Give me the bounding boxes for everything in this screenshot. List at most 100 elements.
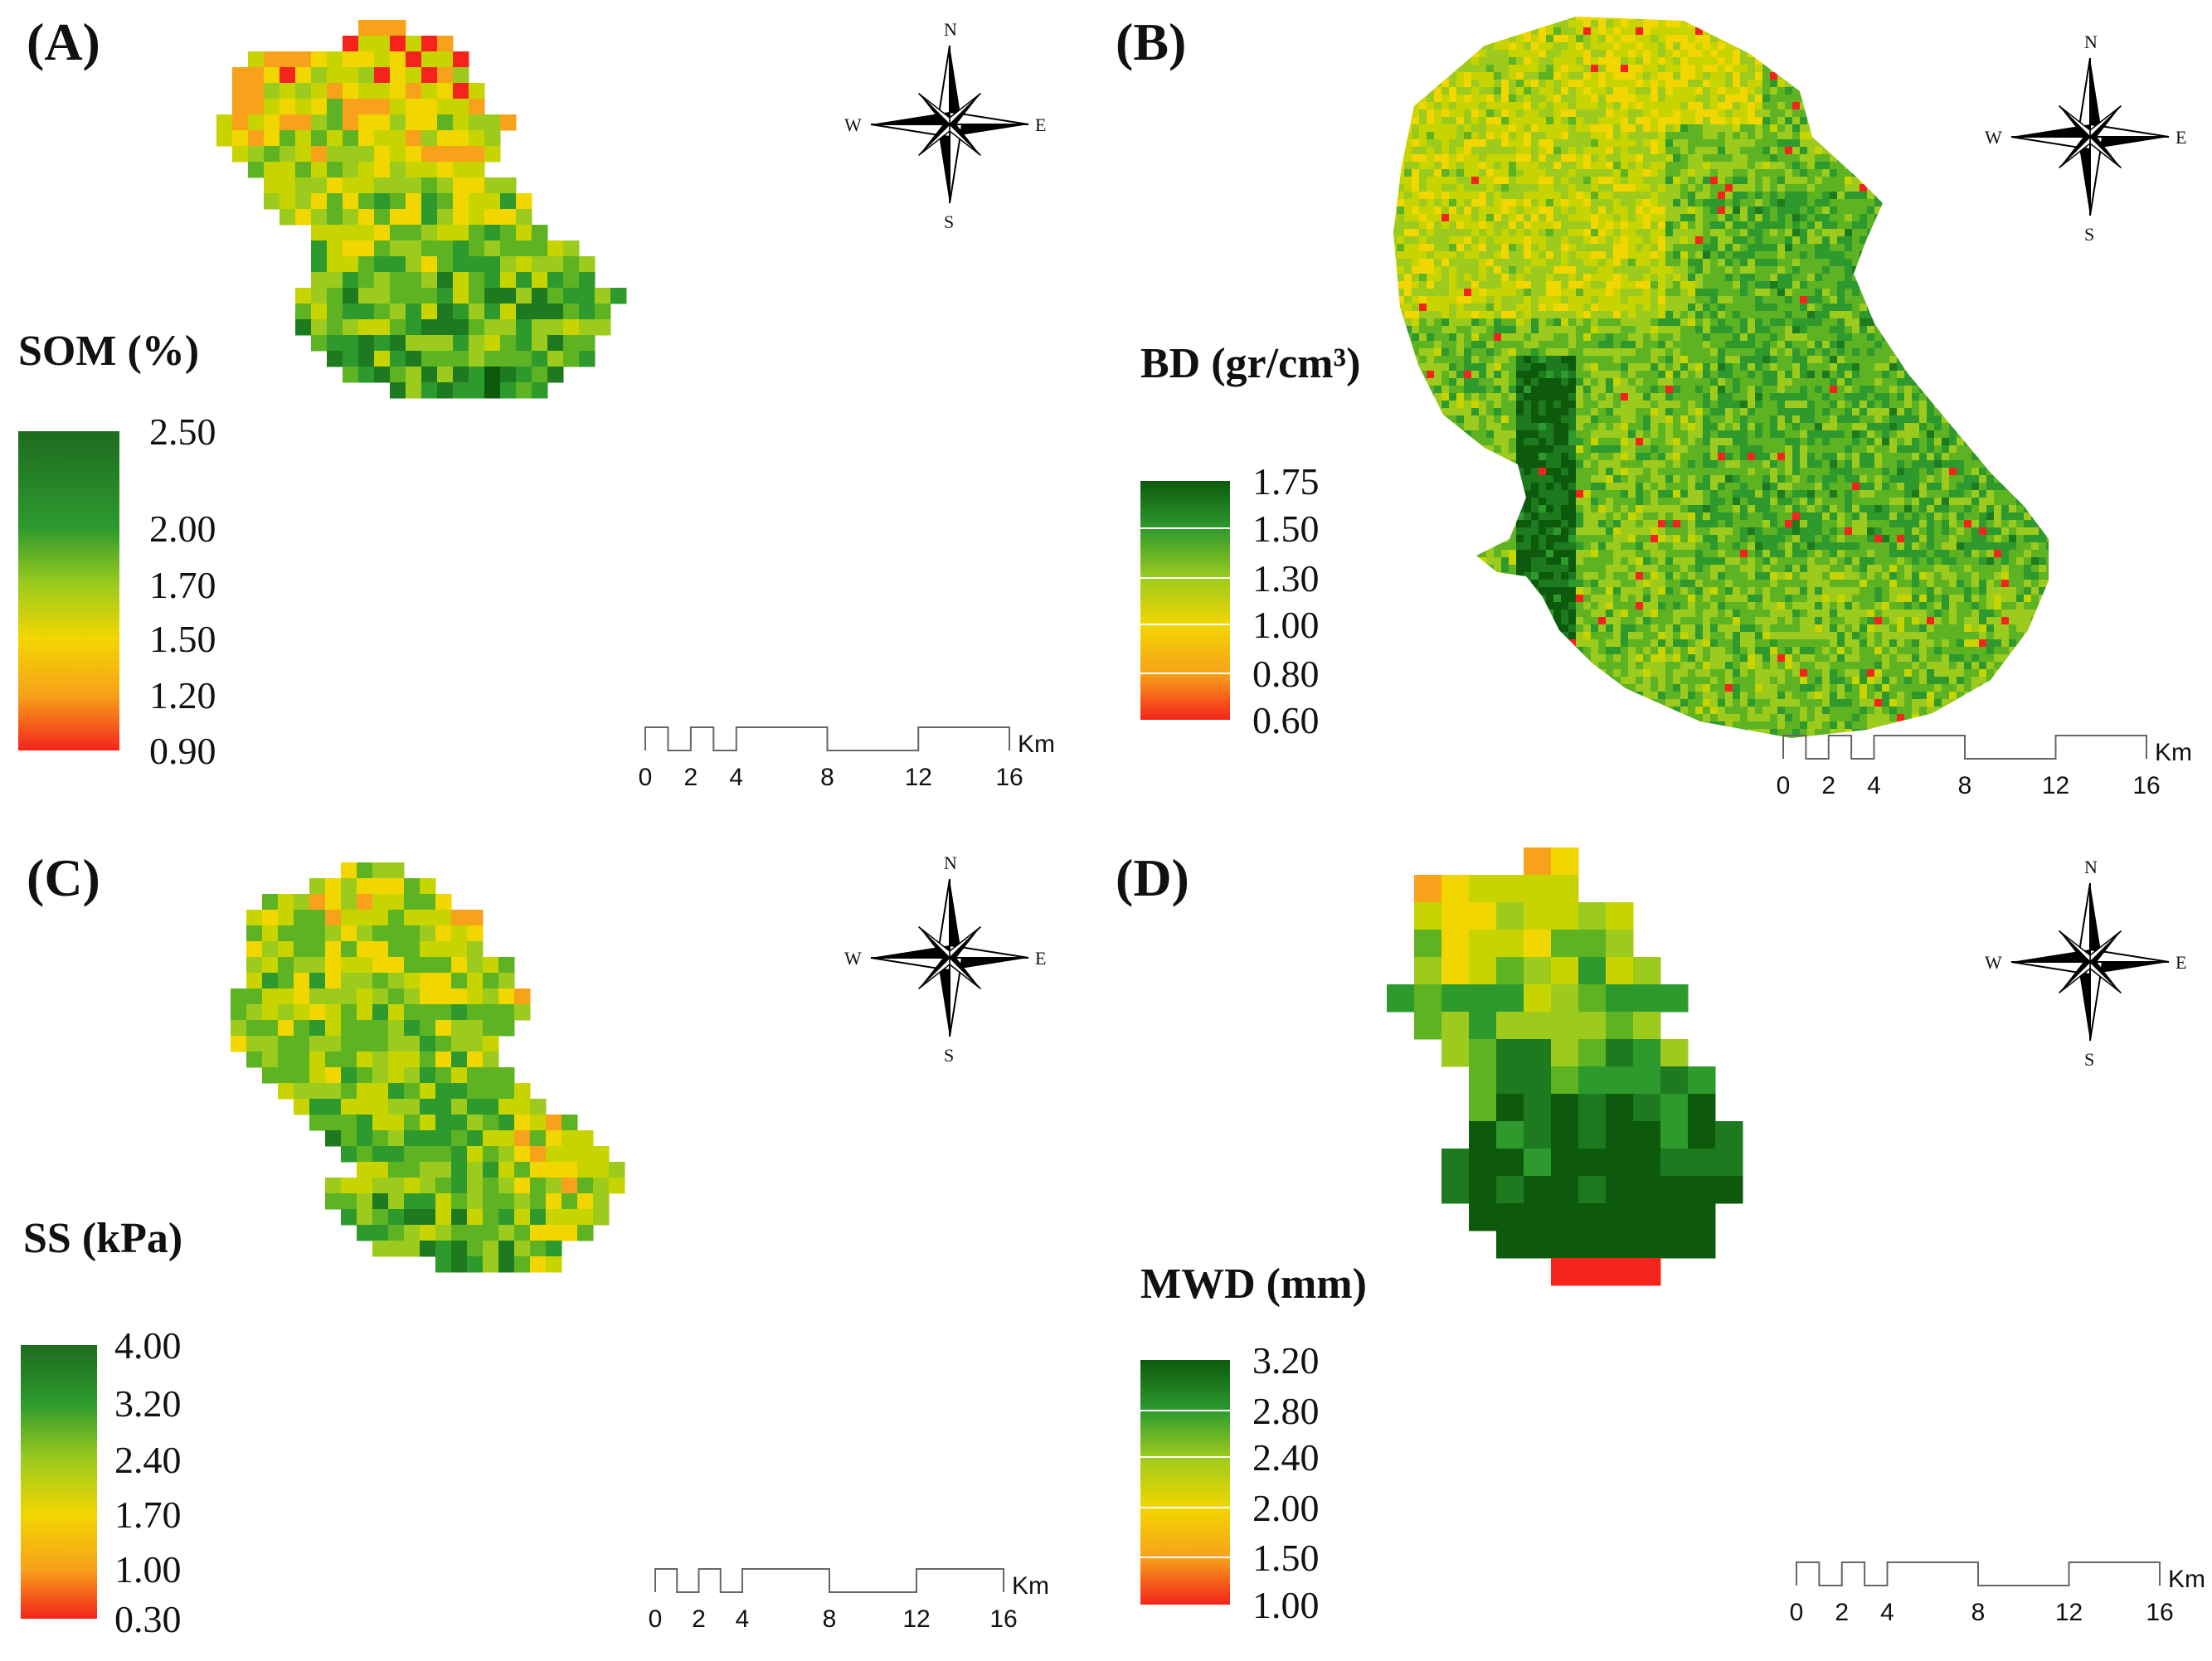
map-cell bbox=[2046, 221, 2049, 229]
map-cell bbox=[1658, 50, 1665, 57]
map-cell bbox=[1942, 259, 1949, 266]
map-cell bbox=[1964, 281, 1971, 289]
map-cell bbox=[1501, 169, 1509, 177]
map-cell bbox=[1957, 371, 1964, 378]
map-cell bbox=[1486, 304, 1494, 311]
map-cell bbox=[469, 114, 485, 131]
map-cell bbox=[1777, 27, 1785, 35]
map-cell bbox=[1591, 80, 1598, 87]
map-cell bbox=[343, 256, 359, 273]
map-cell bbox=[1830, 162, 1837, 169]
map-cell bbox=[1576, 192, 1583, 199]
map-cell bbox=[1531, 206, 1539, 214]
map-cell bbox=[1927, 356, 1934, 363]
map-cell bbox=[1971, 348, 1979, 356]
map-cell bbox=[1516, 259, 1524, 266]
map-cell bbox=[1441, 229, 1449, 236]
map-cell bbox=[1516, 17, 1524, 20]
map-cell bbox=[1897, 214, 1904, 221]
map-cell bbox=[1725, 304, 1733, 311]
map-cell bbox=[1867, 259, 1874, 266]
map-cell bbox=[1427, 348, 1434, 356]
map-cell bbox=[1695, 109, 1703, 117]
map-cell bbox=[1748, 147, 1755, 154]
map-cell bbox=[1942, 199, 1949, 206]
map-cell bbox=[1733, 341, 1740, 348]
map-cell bbox=[1815, 102, 1822, 109]
map-cell bbox=[1710, 102, 1718, 109]
map-cell bbox=[1957, 244, 1964, 251]
map-cell bbox=[1904, 42, 1912, 50]
map-cell bbox=[1748, 206, 1755, 214]
map-cell bbox=[1725, 386, 1733, 393]
map-cell bbox=[1785, 326, 1792, 333]
map-cell bbox=[1636, 177, 1643, 184]
map-cell bbox=[1434, 154, 1441, 162]
map-cell bbox=[390, 367, 406, 383]
map-cell bbox=[1524, 341, 1531, 348]
map-cell bbox=[1531, 35, 1539, 42]
map-cell bbox=[1733, 42, 1740, 50]
map-cell bbox=[1591, 259, 1598, 266]
map-cell bbox=[1919, 177, 1927, 184]
map-cell bbox=[1874, 341, 1882, 348]
map-cell bbox=[2054, 371, 2061, 378]
map-cell bbox=[547, 288, 564, 304]
map-cell bbox=[1800, 266, 1807, 274]
map-cell bbox=[1748, 281, 1755, 289]
map-cell bbox=[1412, 139, 1419, 147]
map-cell bbox=[1792, 87, 1800, 95]
map-cell bbox=[1957, 65, 1964, 72]
map-cell bbox=[1479, 27, 1486, 35]
map-cell bbox=[1912, 229, 1919, 236]
map-cell bbox=[1740, 109, 1748, 117]
map-cell bbox=[1785, 95, 1792, 102]
map-cell bbox=[1673, 348, 1680, 356]
map-cell bbox=[421, 240, 438, 257]
map-cell bbox=[1456, 169, 1464, 177]
map-cell bbox=[453, 51, 469, 68]
map-cell bbox=[406, 162, 422, 178]
map-cell bbox=[1837, 341, 1845, 348]
map-cell bbox=[2039, 72, 2046, 80]
map-cell bbox=[2016, 341, 2024, 348]
map-cell bbox=[1852, 229, 1860, 236]
map-cell bbox=[1680, 378, 1688, 386]
map-cell bbox=[1733, 274, 1740, 281]
map-cell bbox=[1546, 42, 1553, 50]
map-cell bbox=[1695, 17, 1703, 20]
map-cell bbox=[547, 351, 564, 367]
map-cell bbox=[1942, 229, 1949, 236]
map-cell bbox=[1971, 266, 1979, 274]
map-cell bbox=[1785, 35, 1792, 42]
map-cell bbox=[1688, 318, 1695, 326]
map-cell bbox=[1718, 177, 1725, 184]
map-cell bbox=[1412, 289, 1419, 296]
map-cell bbox=[1792, 378, 1800, 386]
map-cell bbox=[1568, 72, 1576, 80]
map-cell bbox=[1748, 154, 1755, 162]
map-cell bbox=[2016, 244, 2024, 251]
map-cell bbox=[1770, 318, 1777, 326]
map-cell bbox=[1927, 244, 1934, 251]
map-cell bbox=[390, 288, 406, 304]
map-cell bbox=[2016, 27, 2024, 35]
map-cell bbox=[1889, 169, 1897, 177]
map-cell bbox=[1979, 378, 1986, 386]
map-cell bbox=[1524, 20, 1531, 27]
map-cell bbox=[1830, 27, 1837, 35]
map-cell bbox=[1725, 289, 1733, 296]
map-cell bbox=[2024, 378, 2031, 386]
map-cell bbox=[1479, 162, 1486, 169]
map-cell bbox=[1688, 162, 1695, 169]
map-cell bbox=[1815, 304, 1822, 311]
map-cell bbox=[1397, 65, 1404, 72]
map-cell bbox=[2001, 281, 2009, 289]
map-cell bbox=[1419, 318, 1427, 326]
map-cell bbox=[1621, 65, 1628, 72]
map-cell bbox=[1740, 274, 1748, 281]
map-cell bbox=[2046, 147, 2049, 154]
map-cell bbox=[1770, 17, 1777, 20]
map-cell bbox=[1494, 87, 1501, 95]
map-cell bbox=[1748, 229, 1755, 236]
